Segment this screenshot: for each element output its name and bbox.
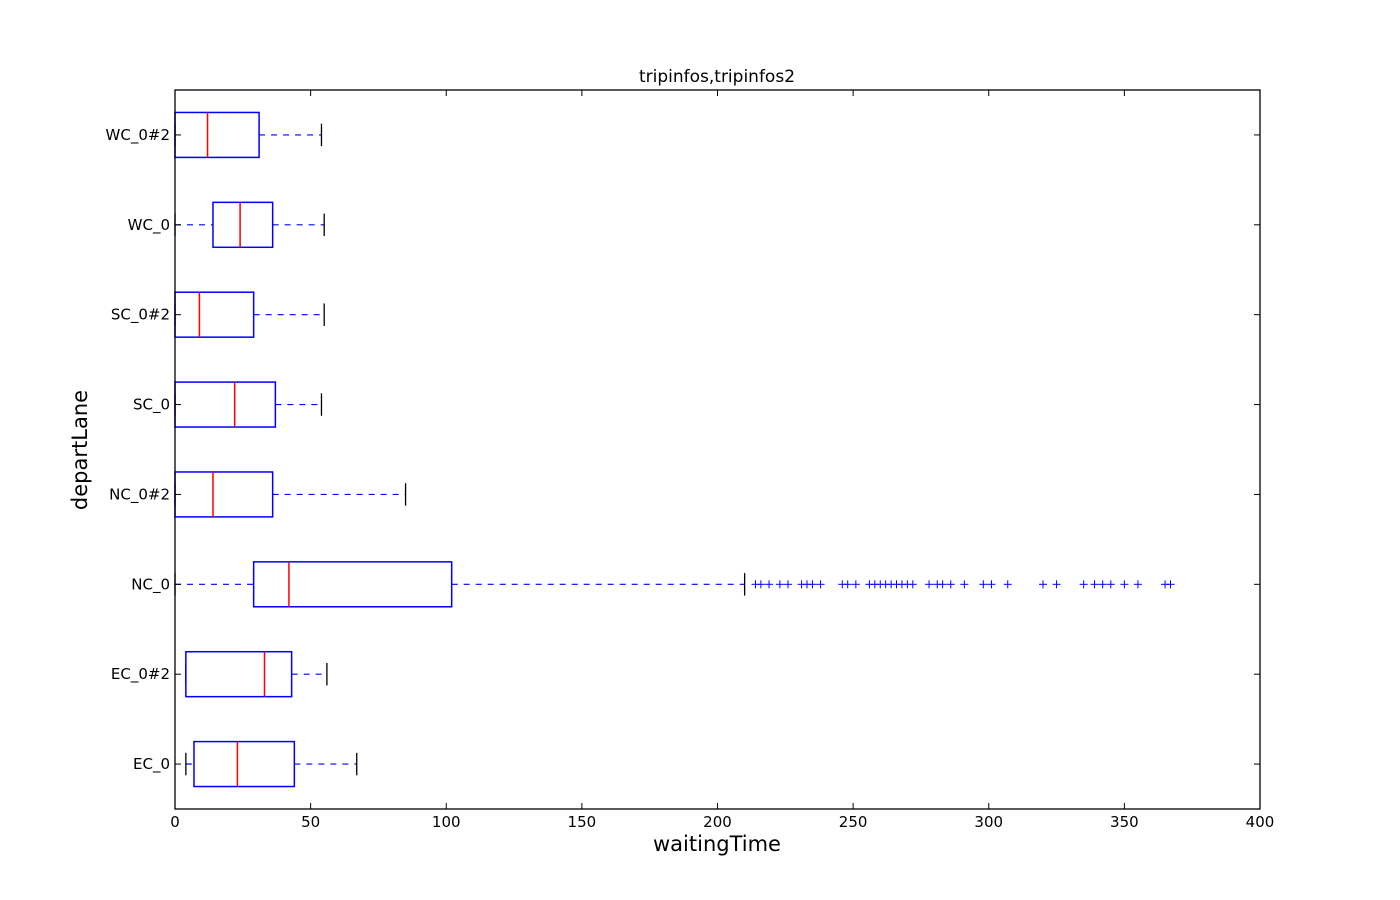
flier-point bbox=[938, 580, 947, 589]
x-tick-label: 100 bbox=[432, 813, 461, 831]
y-tick-label: NC_0#2 bbox=[109, 485, 170, 504]
flier-point bbox=[1090, 580, 1099, 589]
flier-point bbox=[851, 580, 860, 589]
flier-point bbox=[908, 580, 917, 589]
flier-point bbox=[843, 580, 852, 589]
flier-point bbox=[1052, 580, 1061, 589]
flier-point bbox=[1166, 580, 1175, 589]
box-group bbox=[185, 740, 358, 788]
box-iqr bbox=[252, 561, 453, 608]
box-group bbox=[185, 650, 328, 698]
box-iqr bbox=[193, 740, 296, 788]
axes-frame bbox=[174, 89, 1261, 810]
x-tick-label: 150 bbox=[568, 813, 597, 831]
y-tick-label: SC_0#2 bbox=[111, 306, 170, 325]
flier-point bbox=[946, 580, 955, 589]
flier-point bbox=[756, 580, 765, 589]
flier-point bbox=[808, 580, 817, 589]
y-tick-label: SC_0 bbox=[133, 396, 170, 415]
x-tick-label: 400 bbox=[1246, 813, 1275, 831]
x-tick-label: 250 bbox=[839, 813, 868, 831]
x-tick-label: 350 bbox=[1110, 813, 1139, 831]
flier-point bbox=[775, 580, 784, 589]
x-tick-label: 200 bbox=[703, 813, 732, 831]
flier-point bbox=[1120, 580, 1129, 589]
y-tick-label: EC_0#2 bbox=[111, 665, 170, 684]
flier-point bbox=[960, 580, 969, 589]
flier-point bbox=[1079, 580, 1088, 589]
flier-point bbox=[1133, 580, 1142, 589]
flier-point bbox=[979, 580, 988, 589]
x-tick-label: 300 bbox=[974, 813, 1003, 831]
flier-point bbox=[1039, 580, 1047, 589]
x-axis-title: waitingTime bbox=[653, 832, 781, 856]
flier-point bbox=[987, 580, 996, 589]
flier-point bbox=[1003, 580, 1012, 589]
y-tick-label: EC_0 bbox=[133, 755, 170, 774]
chart-title: tripinfos,tripinfos2 bbox=[639, 67, 795, 87]
y-axis-title: departLane bbox=[68, 390, 92, 510]
x-tick-label: 50 bbox=[301, 813, 320, 831]
flier-point bbox=[1098, 580, 1107, 589]
x-tick-label: 0 bbox=[170, 813, 180, 831]
y-tick-label: WC_0 bbox=[128, 216, 170, 235]
flier-point bbox=[1106, 580, 1115, 589]
flier-point bbox=[784, 580, 793, 589]
plot-area bbox=[174, 111, 1175, 788]
axes-ticks: EC_0 EC_0#2 NC_0 NC_0#2 SC_0 SC_0#2 WC_0 WC_0#2… bbox=[106, 90, 1275, 831]
flier-point bbox=[765, 580, 774, 589]
box-iqr bbox=[185, 650, 293, 698]
flier-point bbox=[816, 580, 825, 589]
y-tick-label: WC_0#2 bbox=[106, 126, 170, 145]
flier-point bbox=[925, 580, 934, 589]
box-iqr bbox=[212, 201, 274, 249]
y-tick-label: NC_0 bbox=[131, 575, 170, 594]
